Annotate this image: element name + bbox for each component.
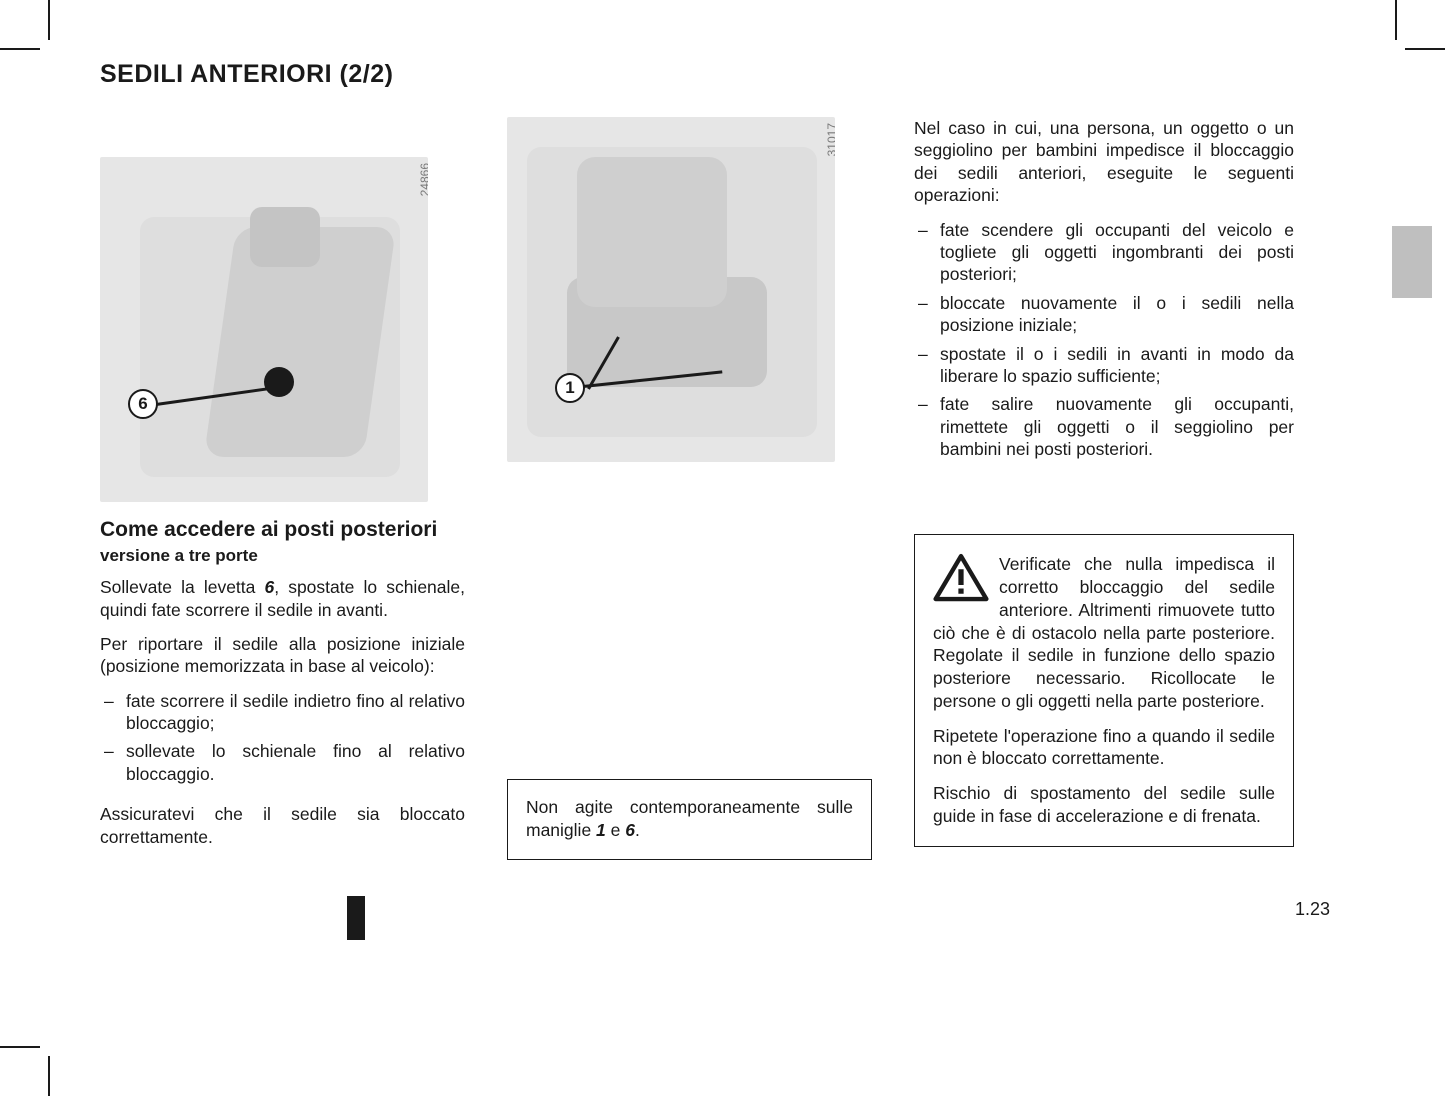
col1-list: fate scorrere il sedile indietro fino al… <box>100 690 465 792</box>
page-number: 1.23 <box>1295 899 1330 920</box>
title-main: SEDILI ANTERIORI <box>100 60 340 88</box>
callout-1-label: 1 <box>565 378 574 398</box>
note-ref2: 6 <box>625 820 635 840</box>
col3-li1: fate scendere gli occupanti del veicolo … <box>914 219 1294 286</box>
warning-content: Verificate che nulla impedisca il corret… <box>933 553 1275 827</box>
crop-mark <box>1395 0 1397 40</box>
callout-6-label: 6 <box>138 394 147 414</box>
callout-6: 6 <box>128 389 158 419</box>
crop-mark <box>1405 48 1445 50</box>
col1-li2: sollevate lo schienale fino al relativo … <box>100 740 465 785</box>
callout-1: 1 <box>555 373 585 403</box>
warn-p3: Rischio di spostamento del sedile sulle … <box>933 782 1275 828</box>
figure-1-id: 24866 <box>418 163 428 196</box>
crop-mark <box>48 1056 50 1096</box>
bottom-bleed-mark <box>347 896 365 940</box>
columns: 6 24866 Come accedere ai posti posterior… <box>100 117 1350 860</box>
note-end: . <box>635 820 640 840</box>
crop-mark <box>0 1046 40 1048</box>
column-1: 6 24866 Come accedere ai posti posterior… <box>100 117 465 860</box>
column-2: 1 31017 Non agite contemporaneamente sul… <box>507 117 872 860</box>
warning-box: Verificate che nulla impedisca il corret… <box>914 534 1294 846</box>
col1-p2: Per riportare il sedile alla posizione i… <box>100 633 465 678</box>
note-a: Non agite contemporaneamente sulle manig… <box>526 797 853 841</box>
note-ref1: 1 <box>596 820 606 840</box>
title-part: (2/2) <box>340 60 394 88</box>
headrest <box>250 207 320 267</box>
col1-subheading: versione a tre porte <box>100 546 465 566</box>
col2-spacer <box>507 462 872 779</box>
col3-li2: bloccate nuovamente il o i sedili nella … <box>914 292 1294 337</box>
crop-mark <box>0 48 40 50</box>
crop-mark <box>48 0 50 40</box>
column-3: Nel caso in cui, una persona, un oggetto… <box>914 117 1294 860</box>
col1-heading: Come accedere ai posti posteriori <box>100 518 465 542</box>
note-mid: e <box>606 820 625 840</box>
col3-li3: spostate il o i sedili in avanti in modo… <box>914 343 1294 388</box>
seat-back-2 <box>577 157 727 307</box>
col1-p3: Assicuratevi che il sedile sia bloccato … <box>100 803 465 848</box>
page-title: SEDILI ANTERIORI (2/2) <box>100 60 1350 89</box>
col3-list: fate scendere gli occupanti del veicolo … <box>914 219 1294 467</box>
note-box: Non agite contemporaneamente sulle manig… <box>507 779 872 860</box>
col1-p1: Sollevate la levetta 6, spostate lo schi… <box>100 576 465 621</box>
figure-2-id: 31017 <box>825 123 835 156</box>
col1-li1: fate scorrere il sedile indietro fino al… <box>100 690 465 735</box>
page-tab <box>1392 226 1432 298</box>
col1-p1-ref: 6 <box>265 577 275 597</box>
warn-p2: Ripetete l'operazione fino a quando il s… <box>933 725 1275 771</box>
col1-p1-a: Sollevate la levetta <box>100 577 265 597</box>
figure-1: 6 24866 <box>100 157 428 502</box>
lever-knob <box>264 367 294 397</box>
page-content: SEDILI ANTERIORI (2/2) 6 24866 Come acce… <box>100 60 1350 860</box>
figure-2: 1 31017 <box>507 117 835 462</box>
col3-intro: Nel caso in cui, una persona, un oggetto… <box>914 117 1294 207</box>
warning-icon <box>933 553 989 603</box>
col3-li4: fate salire nuovamente gli occupanti, ri… <box>914 393 1294 460</box>
